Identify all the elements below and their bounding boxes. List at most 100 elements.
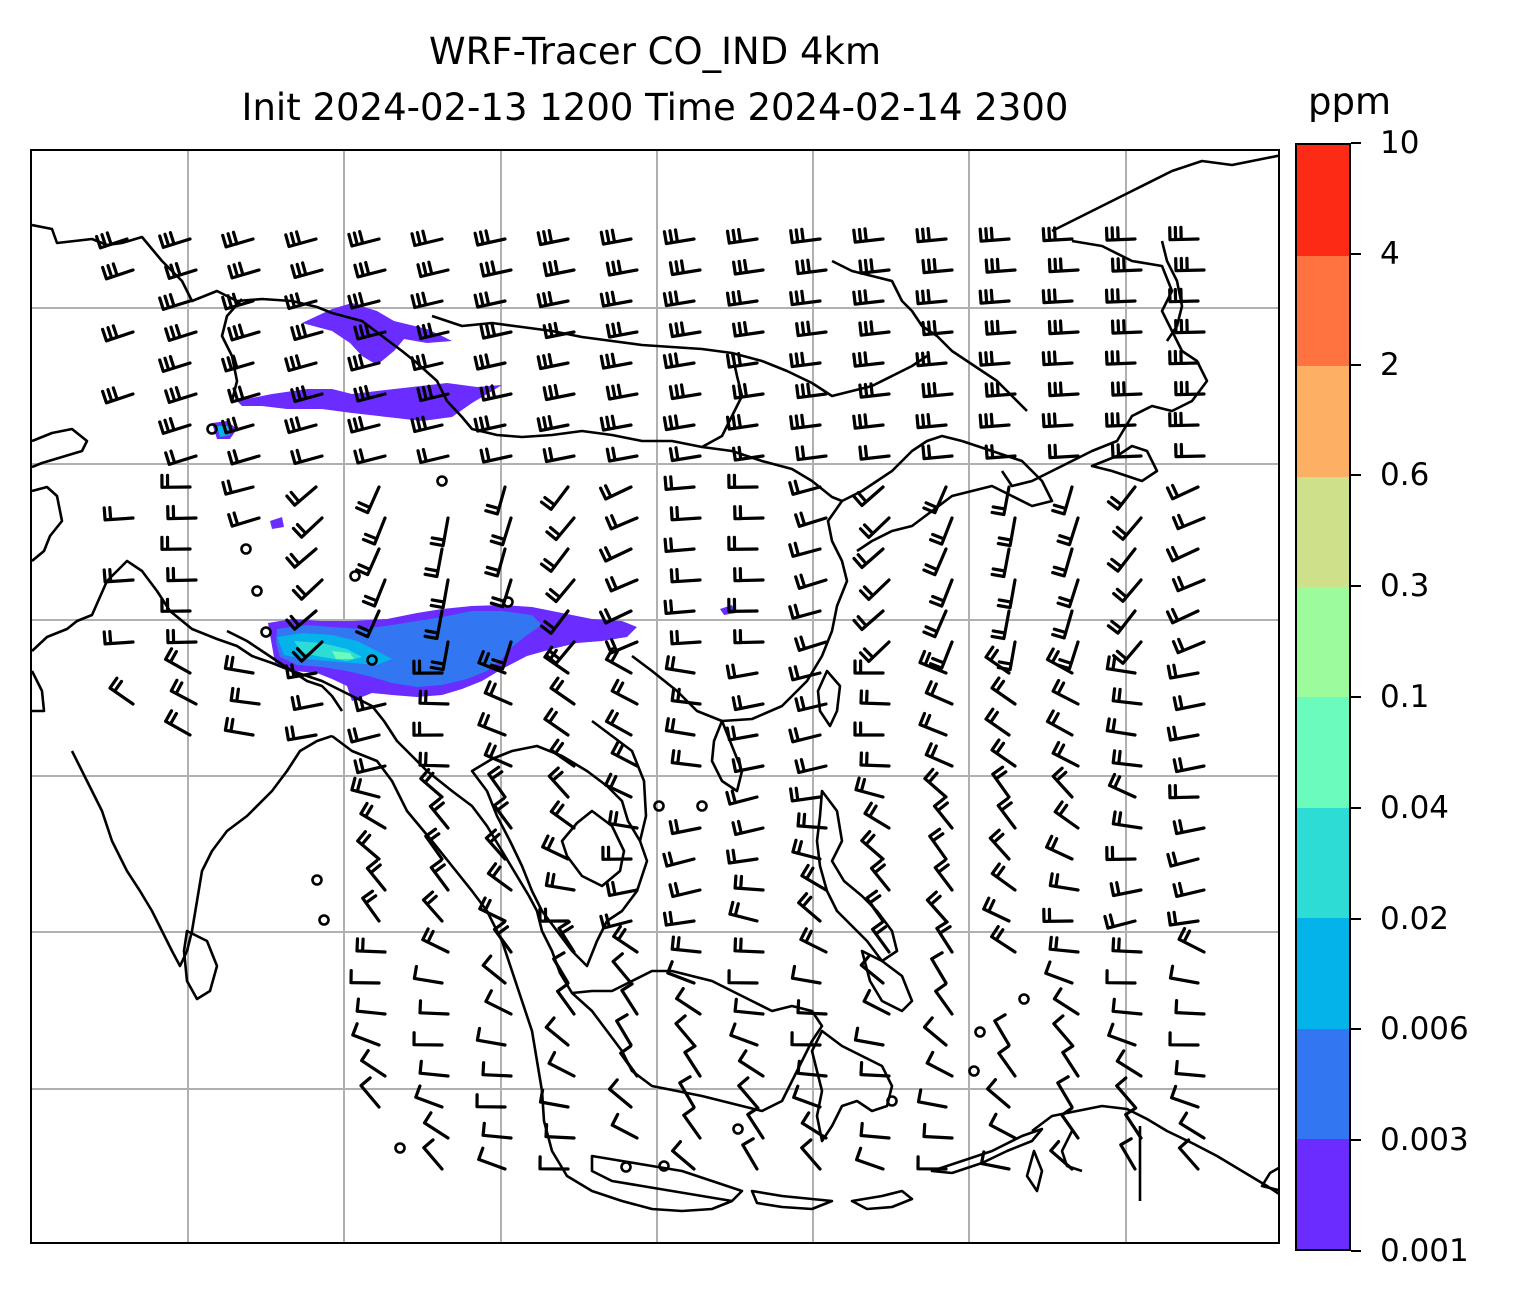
wind-barb xyxy=(854,776,885,799)
wind-barb xyxy=(669,567,702,584)
wind-barb xyxy=(227,385,261,404)
coastline xyxy=(32,427,89,469)
wind-barb xyxy=(359,801,387,830)
wind-barb xyxy=(664,717,696,737)
wind-barb xyxy=(1166,725,1200,742)
wind-barb xyxy=(918,711,948,737)
wind-barb xyxy=(365,859,387,892)
wind-barb xyxy=(925,1050,954,1078)
wind-barb xyxy=(549,676,576,706)
wind-barb xyxy=(429,640,450,672)
wind-barb xyxy=(1174,1059,1206,1078)
colorbar-tick xyxy=(1351,252,1361,255)
wind-barb xyxy=(852,485,885,508)
wind-barb xyxy=(536,415,570,433)
wind-barb xyxy=(727,473,759,489)
coastline xyxy=(32,485,64,562)
wind-barb xyxy=(984,444,1017,460)
wind-barb xyxy=(429,578,450,610)
wind-barb xyxy=(789,289,822,307)
wind-barb xyxy=(223,654,255,675)
wind-barb xyxy=(1172,819,1206,836)
wind-barb xyxy=(733,505,765,521)
wind-barb xyxy=(605,446,639,463)
wind-barb xyxy=(610,1112,639,1140)
wind-barb xyxy=(484,547,507,578)
wind-barb xyxy=(990,738,1017,768)
wind-barb xyxy=(729,1022,759,1047)
wind-barb xyxy=(483,742,513,768)
wind-barb xyxy=(164,709,192,737)
wind-barb xyxy=(984,645,1011,675)
coastline xyxy=(1000,239,1209,488)
wind-barb xyxy=(991,765,1011,799)
wind-barb xyxy=(731,819,765,836)
wind-barb xyxy=(227,261,261,280)
wind-barb xyxy=(547,766,570,799)
calm-wind-marker xyxy=(349,570,361,582)
wind-barb xyxy=(725,290,759,307)
colorbar-tick-label: 0.02 xyxy=(1380,900,1450,937)
wind-barb xyxy=(788,479,822,496)
wind-barb xyxy=(1110,257,1143,273)
wind-barb xyxy=(610,678,639,706)
wind-barb xyxy=(599,484,633,501)
wind-barb xyxy=(853,1026,885,1047)
wind-barb xyxy=(988,1112,1017,1140)
wind-barb xyxy=(853,721,885,737)
wind-barb xyxy=(166,566,198,583)
wind-barb xyxy=(855,1146,885,1171)
wind-barb xyxy=(1056,1075,1074,1109)
wind-barb xyxy=(605,259,639,277)
wind-barb xyxy=(290,694,324,711)
wind-barb xyxy=(479,260,513,278)
colorbar-tick-label: 0.001 xyxy=(1380,1233,1469,1269)
wind-barb xyxy=(549,800,576,830)
wind-barb xyxy=(1049,1140,1074,1171)
wind-barb xyxy=(858,640,891,663)
wind-barb xyxy=(412,964,444,985)
wind-barb xyxy=(788,603,822,620)
wind-barb xyxy=(291,640,324,663)
wind-barb xyxy=(361,516,387,546)
wind-barb xyxy=(1174,380,1206,397)
wind-barb xyxy=(852,547,885,570)
calm-wind-marker xyxy=(318,914,330,926)
wind-barb xyxy=(663,537,696,553)
wind-barb xyxy=(544,1123,576,1140)
wind-barb xyxy=(670,935,702,954)
wind-barb xyxy=(733,874,765,892)
colorbar-segment xyxy=(1297,1138,1349,1250)
colorbar-tick xyxy=(1351,917,1361,920)
wind-barb xyxy=(921,444,954,461)
colorbar-segment xyxy=(1297,476,1349,588)
wind-barb xyxy=(473,291,507,309)
wind-barb xyxy=(1041,288,1074,305)
wind-barb xyxy=(284,230,318,249)
wind-barb xyxy=(108,676,135,706)
wind-barb xyxy=(355,937,387,954)
wind-barb xyxy=(731,695,765,712)
wind-barb xyxy=(1047,381,1080,398)
wind-barb xyxy=(619,1044,639,1078)
wind-barb xyxy=(725,228,759,245)
wind-barb xyxy=(284,354,318,373)
wind-barb xyxy=(102,506,135,522)
wind-barb xyxy=(347,292,381,310)
wind-barb xyxy=(419,768,444,799)
wind-barb xyxy=(612,924,639,954)
wind-barb xyxy=(1061,1044,1080,1078)
wind-barb xyxy=(164,262,198,280)
wind-barb xyxy=(538,1088,570,1109)
wind-barb xyxy=(429,858,450,892)
wind-barb xyxy=(95,231,129,250)
wind-barb xyxy=(1045,647,1074,675)
tracer-patch xyxy=(270,517,284,529)
wind-barb xyxy=(858,258,891,275)
coastline xyxy=(860,949,914,1013)
wind-barb xyxy=(928,827,948,861)
wind-barb xyxy=(1111,687,1143,706)
colorbar-tick xyxy=(1351,585,1361,588)
wind-barb xyxy=(978,350,1011,367)
wind-barb xyxy=(539,547,570,573)
